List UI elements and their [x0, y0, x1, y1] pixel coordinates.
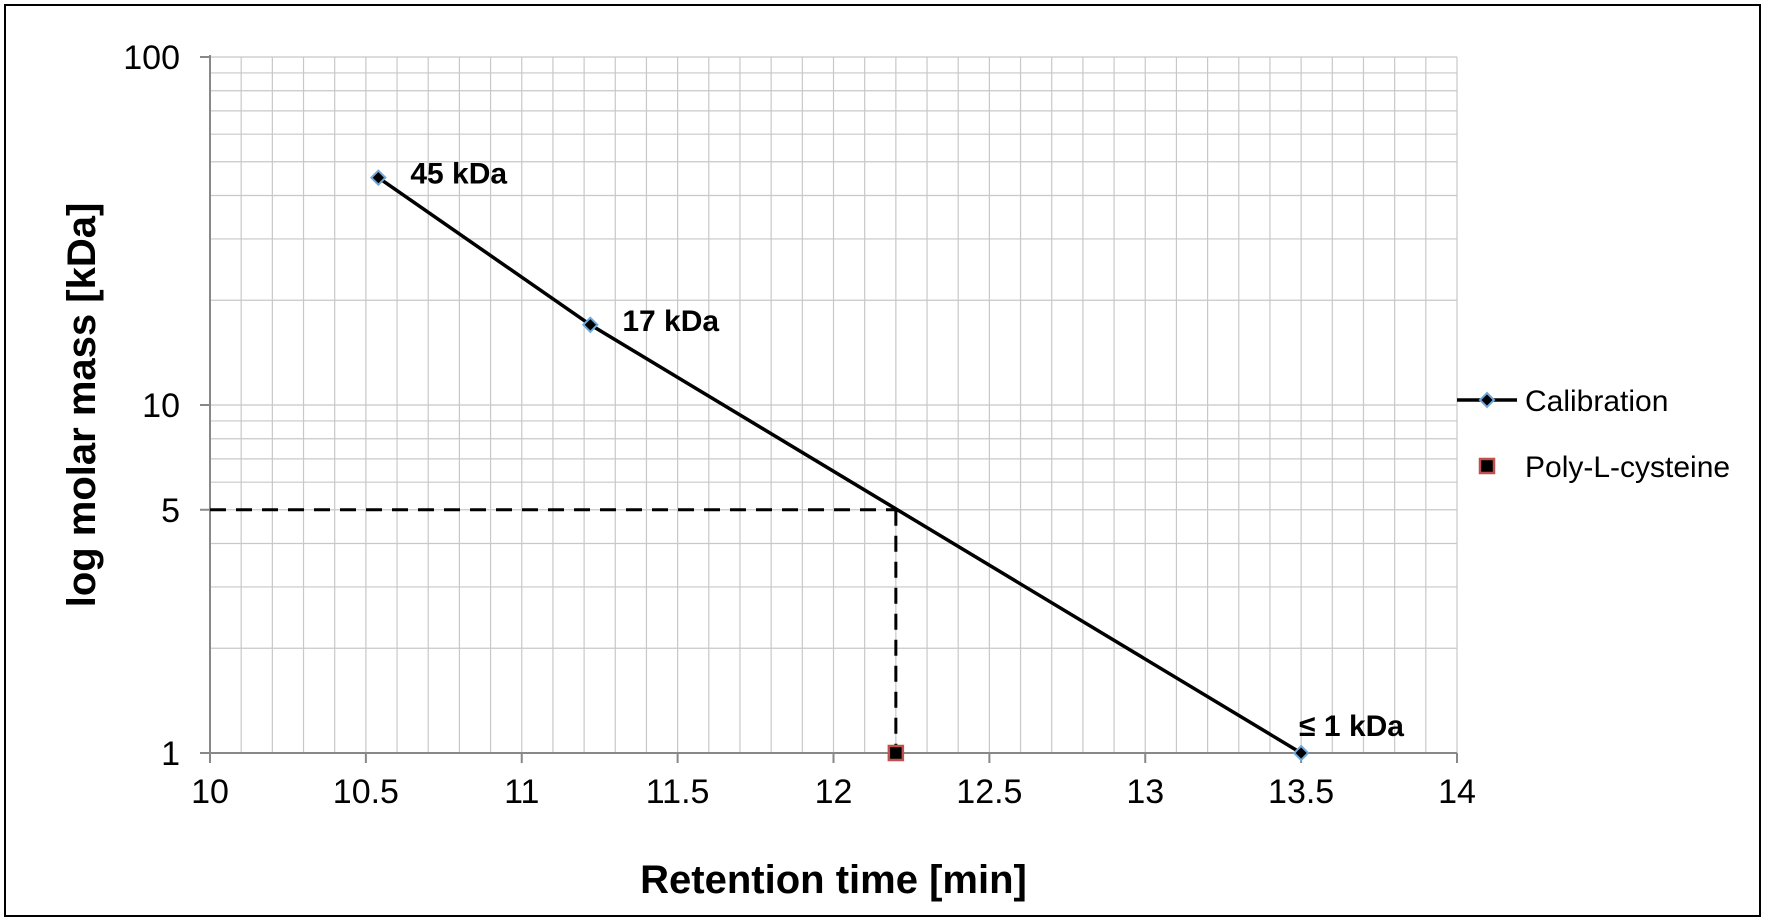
y-tick-label: 100 — [123, 39, 180, 77]
x-tick-label: 12 — [815, 773, 853, 811]
data-label: 45 kDa — [410, 158, 507, 191]
x-tick-label: 13 — [1126, 773, 1164, 811]
x-tick-label: 13.5 — [1268, 773, 1334, 811]
legend-marker-poly-l-cysteine — [1478, 457, 1496, 475]
x-tick-label: 10 — [191, 773, 229, 811]
x-tick-label: 11 — [504, 773, 539, 811]
legend: Calibration Poly-L-cysteine — [1457, 385, 1730, 484]
y-axis-title: log molar mass [kDa] — [60, 203, 104, 608]
series-line-calibration — [377, 176, 1303, 755]
data-point-calibration — [581, 316, 599, 334]
x-tick-label: 12.5 — [956, 773, 1022, 811]
y-tick-label: 1 — [161, 735, 180, 773]
x-axis-title: Retention time [min] — [640, 858, 1027, 902]
x-tick-label: 14 — [1438, 773, 1476, 811]
axes — [200, 55, 1458, 763]
reference-lines — [210, 508, 898, 753]
data-point-calibration — [369, 169, 387, 187]
data-point-calibration — [1292, 744, 1310, 762]
series-layer — [369, 169, 1310, 762]
legend-label-poly-l-cysteine: Poly-L-cysteine — [1525, 451, 1730, 484]
chart-frame — [4, 4, 1761, 917]
grid — [209, 56, 1458, 754]
y-tick-label: 5 — [161, 492, 180, 530]
legend-label-calibration: Calibration — [1525, 385, 1668, 418]
data-label: 17 kDa — [622, 305, 719, 338]
legend-marker-calibration — [1478, 391, 1496, 409]
x-tick-label: 11.5 — [646, 773, 710, 811]
data-label: ≤ 1 kDa — [1299, 710, 1404, 743]
data-point-poly-l-cysteine — [887, 744, 905, 762]
tick-labels: 10 10.5 11 11.5 12 12.5 13 13.5 14 1 5 10 100 — [123, 39, 1476, 811]
annotations: 45 kDa 17 kDa ≤ 1 kDa — [410, 158, 1404, 743]
y-tick-label: 10 — [142, 387, 180, 425]
x-tick-label: 10.5 — [333, 773, 399, 811]
